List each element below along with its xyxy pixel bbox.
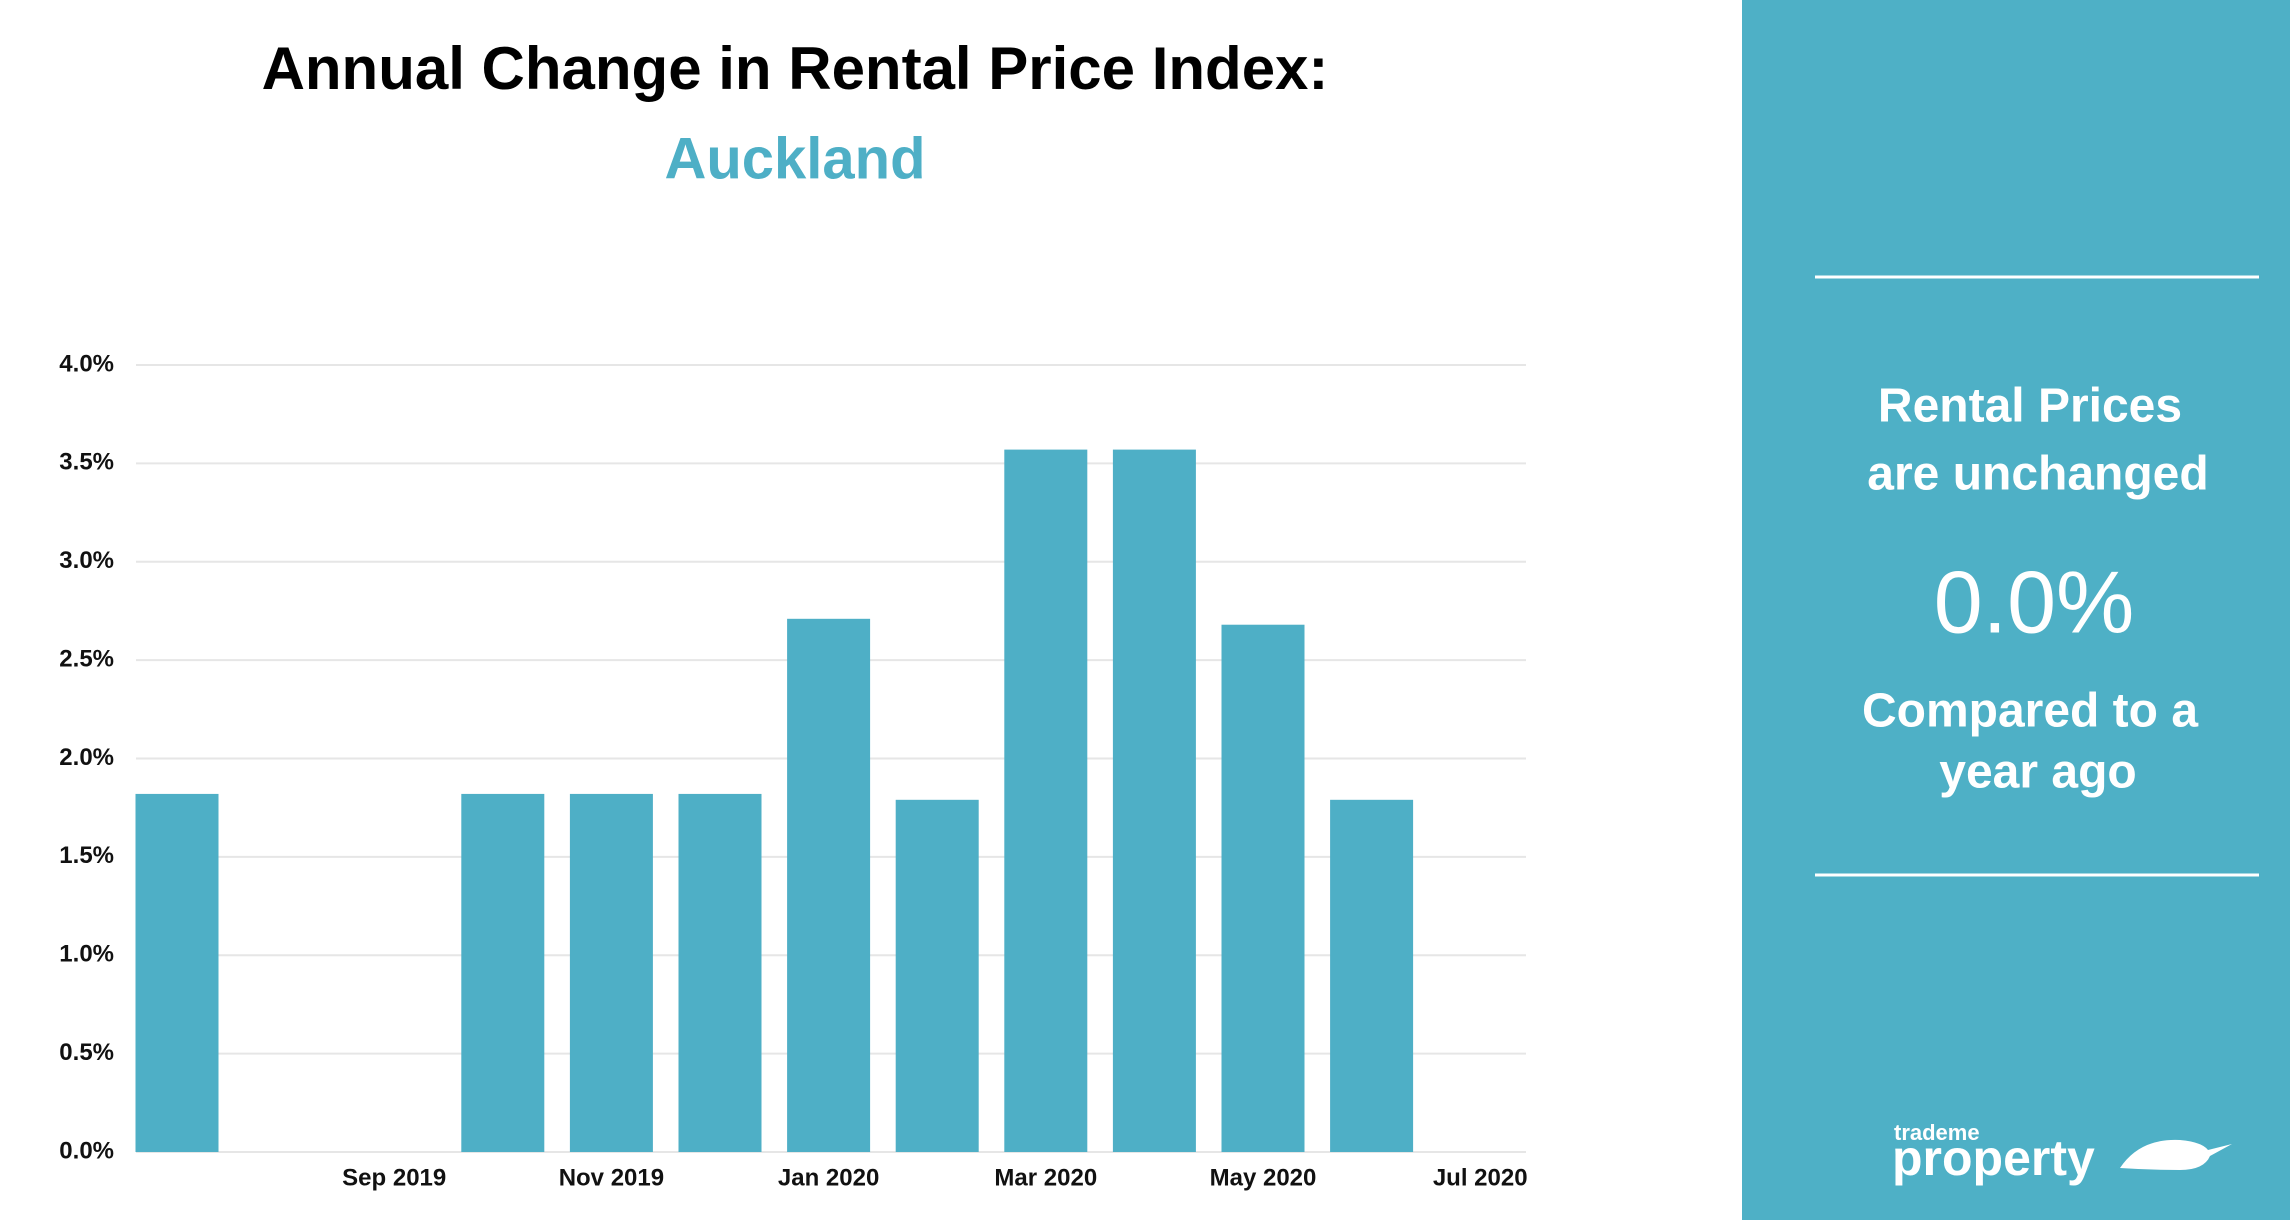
- x-tick-label: Sep 2019: [342, 1164, 446, 1191]
- chart-background: [0, 0, 1742, 1220]
- y-tick-label: 1.5%: [59, 842, 114, 869]
- logo-large: property: [1892, 1130, 2095, 1186]
- y-tick-label: 0.5%: [59, 1039, 114, 1066]
- y-tick-label: 2.5%: [59, 645, 114, 672]
- logo-kiwi: [2120, 1139, 2232, 1170]
- y-tick-label: 0.0%: [59, 1137, 114, 1164]
- x-tick-label: Jan 2020: [778, 1164, 879, 1191]
- panel-value: 0.0%: [1934, 552, 2135, 651]
- chart-subtitle: Auckland: [664, 126, 925, 191]
- bar: [569, 793, 653, 1152]
- bar: [1330, 799, 1414, 1152]
- y-tick-label: 3.0%: [59, 547, 114, 574]
- panel-headline: are unchanged: [1867, 448, 2208, 501]
- panel-headline: Rental Prices: [1878, 380, 2182, 433]
- bar: [678, 793, 762, 1152]
- y-tick-label: 2.0%: [59, 744, 114, 771]
- bar: [461, 793, 545, 1152]
- side-panel: [1742, 0, 2290, 1220]
- y-tick-label: 1.0%: [59, 941, 114, 968]
- x-tick-label: Jul 2020: [1433, 1164, 1528, 1191]
- chart-title: Annual Change in Rental Price Index:: [262, 35, 1329, 102]
- panel-caption: Compared to a: [1862, 685, 2198, 738]
- x-tick-label: Mar 2020: [994, 1164, 1097, 1191]
- bar: [895, 799, 979, 1152]
- logo-small: trademe: [1894, 1120, 1980, 1145]
- x-tick-label: Nov 2019: [559, 1164, 664, 1191]
- panel-caption: year ago: [1939, 746, 2136, 799]
- bar: [787, 618, 871, 1152]
- bar: [1221, 624, 1305, 1152]
- bar: [1112, 449, 1196, 1152]
- y-tick-label: 4.0%: [59, 350, 114, 377]
- y-tick-label: 3.5%: [59, 449, 114, 476]
- x-tick-label: May 2020: [1210, 1164, 1317, 1191]
- bar: [1004, 449, 1088, 1152]
- bar: [135, 793, 219, 1152]
